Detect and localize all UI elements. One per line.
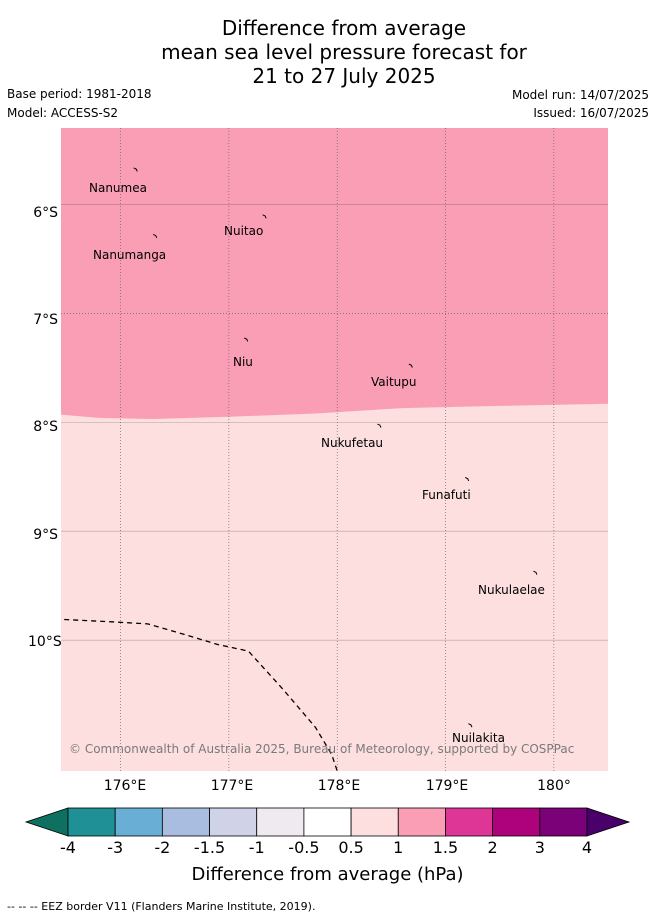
colorbar-tick-label: 3 (534, 838, 545, 857)
colorbar-tick-label: 4 (581, 838, 593, 857)
title-line-1: Difference from average (221, 16, 467, 40)
lat-tick-7s: 7°S (33, 312, 58, 328)
colorbar-tick-label: 2 (487, 838, 498, 857)
island-outline (377, 423, 382, 428)
colorbar-segment (67, 807, 116, 837)
island-outline (133, 167, 138, 172)
place-label-nukulaelae: Nukulaelae (478, 583, 545, 597)
colorbar-tick-label: -1 (248, 838, 265, 857)
chart-title: Difference from average mean sea level p… (0, 16, 655, 88)
island-outline (262, 214, 267, 219)
lon-tick-180: 180° (537, 778, 571, 794)
colorbar-over-arrow (586, 807, 631, 837)
model-run: Model run: 14/07/2025 (511, 88, 649, 102)
colorbar-segment (397, 807, 446, 837)
colorbar-tick-label: 0.5 (338, 838, 364, 857)
colorbar-tick-label: -1.5 (193, 838, 226, 857)
colorbar-segment (539, 807, 588, 837)
colorbar-segment (445, 807, 494, 837)
eez-legend-footer: -- -- -- EEZ border V11 (Flanders Marine… (7, 900, 316, 913)
island-outline (464, 476, 470, 482)
copyright-credit: © Commonwealth of Australia 2025, Bureau… (69, 742, 575, 756)
colorbar-segment (256, 807, 305, 837)
place-label-nanumea: Nanumea (89, 181, 147, 195)
colorbar-segment (350, 807, 399, 837)
colorbar-under-arrow (24, 807, 69, 837)
lat-tick-9s: 9°S (33, 527, 58, 543)
colorbar-segments (67, 807, 588, 837)
colorbar-segment (161, 807, 210, 837)
place-label-nuitao: Nuitao (224, 224, 264, 238)
colorbar-segment (492, 807, 541, 837)
lon-tick-178e: 178°E (317, 778, 361, 794)
lon-tick-177e: 177°E (210, 778, 254, 794)
colorbar-segment (209, 807, 258, 837)
title-line-2: mean sea level pressure forecast for (161, 40, 527, 64)
base-period: Base period: 1981-2018 (7, 87, 152, 101)
map-gridlines (61, 128, 608, 771)
place-label-vaitupu: Vaitupu (371, 375, 417, 389)
issued-date: Issued: 16/07/2025 (533, 106, 649, 120)
island-outline (244, 337, 249, 342)
lon-tick-179e: 179°E (425, 778, 469, 794)
colorbar-tick-label: -0.5 (288, 838, 320, 857)
model-name: Model: ACCESS-S2 (7, 106, 119, 120)
lon-tick-176e: 176°E (103, 778, 147, 794)
island-outlines (133, 167, 538, 728)
fill-1-to-1-5 (61, 128, 608, 419)
colorbar-tick-label: -4 (60, 838, 76, 857)
island-outline (408, 363, 413, 368)
colorbar-tick-label: 1.5 (432, 838, 459, 857)
colorbar-segment (114, 807, 163, 837)
lat-tick-8s: 8°S (33, 419, 58, 435)
place-label-niu: Niu (233, 355, 253, 369)
place-label-nuilakita: Nuilakita (452, 731, 505, 745)
colorbar-tick-label: -2 (154, 838, 171, 857)
anomaly-fills (61, 128, 608, 771)
lat-tick-6s: 6°S (33, 205, 58, 221)
colorbar-tick-label: -3 (107, 838, 124, 857)
island-outline (153, 233, 158, 239)
place-label-funafuti: Funafuti (422, 488, 471, 502)
island-outline (533, 570, 538, 575)
colorbar-segment (303, 807, 352, 837)
eez-border (64, 618, 338, 772)
place-label-nanumanga: Nanumanga (93, 248, 167, 262)
place-label-nukufetau: Nukufetau (321, 436, 384, 450)
title-line-3: 21 to 27 July 2025 (252, 64, 436, 88)
lat-tick-10s: 10°S (28, 634, 62, 650)
island-outline (468, 723, 473, 728)
colorbar-tick-label: 1 (393, 838, 404, 857)
colorbar-label: Difference from average (hPa) (191, 864, 464, 885)
